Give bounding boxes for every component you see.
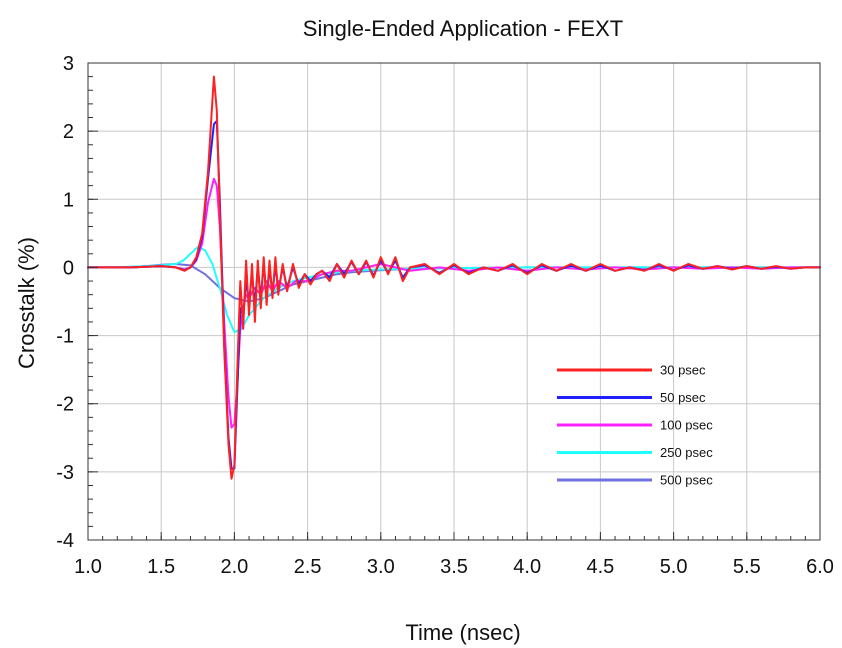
x-tick-label: 2.5 (294, 556, 322, 578)
y-tick-label: -2 (56, 394, 74, 416)
x-tick-label: 3.0 (367, 556, 395, 578)
x-tick-label: 3.5 (440, 556, 468, 578)
legend-label-3: 250 psec (660, 445, 713, 460)
x-tick-label: 5.0 (660, 556, 688, 578)
grid (87, 62, 821, 541)
y-tick-label: 2 (63, 121, 74, 143)
series-line-0 (87, 75, 821, 480)
x-tick-label: 4.0 (513, 556, 541, 578)
y-tick-label: -4 (56, 530, 74, 552)
x-tick-label: 2.0 (220, 556, 248, 578)
y-axis-title: Crosstalk (%) (14, 237, 39, 369)
x-tick-label: 4.5 (586, 556, 614, 578)
x-tick-label: 1.0 (74, 556, 102, 578)
x-tick-label: 6.0 (806, 556, 834, 578)
x-tick-label: 1.5 (147, 556, 175, 578)
x-tick-label: 5.5 (733, 556, 761, 578)
y-tick-label: 0 (63, 257, 74, 279)
legend: 30 psec 50 psec 100 psec 250 psec 500 psec (557, 363, 713, 488)
legend-label-0: 30 psec (660, 363, 706, 378)
legend-label-2: 100 psec (660, 418, 713, 433)
legend-label-4: 500 psec (660, 473, 713, 488)
y-tick-label: -1 (56, 326, 74, 348)
series-lines (87, 75, 821, 480)
y-tick-label: -3 (56, 462, 74, 484)
y-tick-label: 1 (63, 189, 74, 211)
legend-label-1: 50 psec (660, 390, 706, 405)
x-axis-title: Time (nsec) (405, 620, 520, 645)
y-tick-label: 3 (63, 53, 74, 75)
axis-ticks: 1.0 1.5 2.0 2.5 3.0 3.5 4.0 4.5 5.0 5.5 6.0 3 2 1 0 -1 -… (56, 53, 834, 578)
chart-title: Single-Ended Application - FEXT (303, 16, 623, 41)
